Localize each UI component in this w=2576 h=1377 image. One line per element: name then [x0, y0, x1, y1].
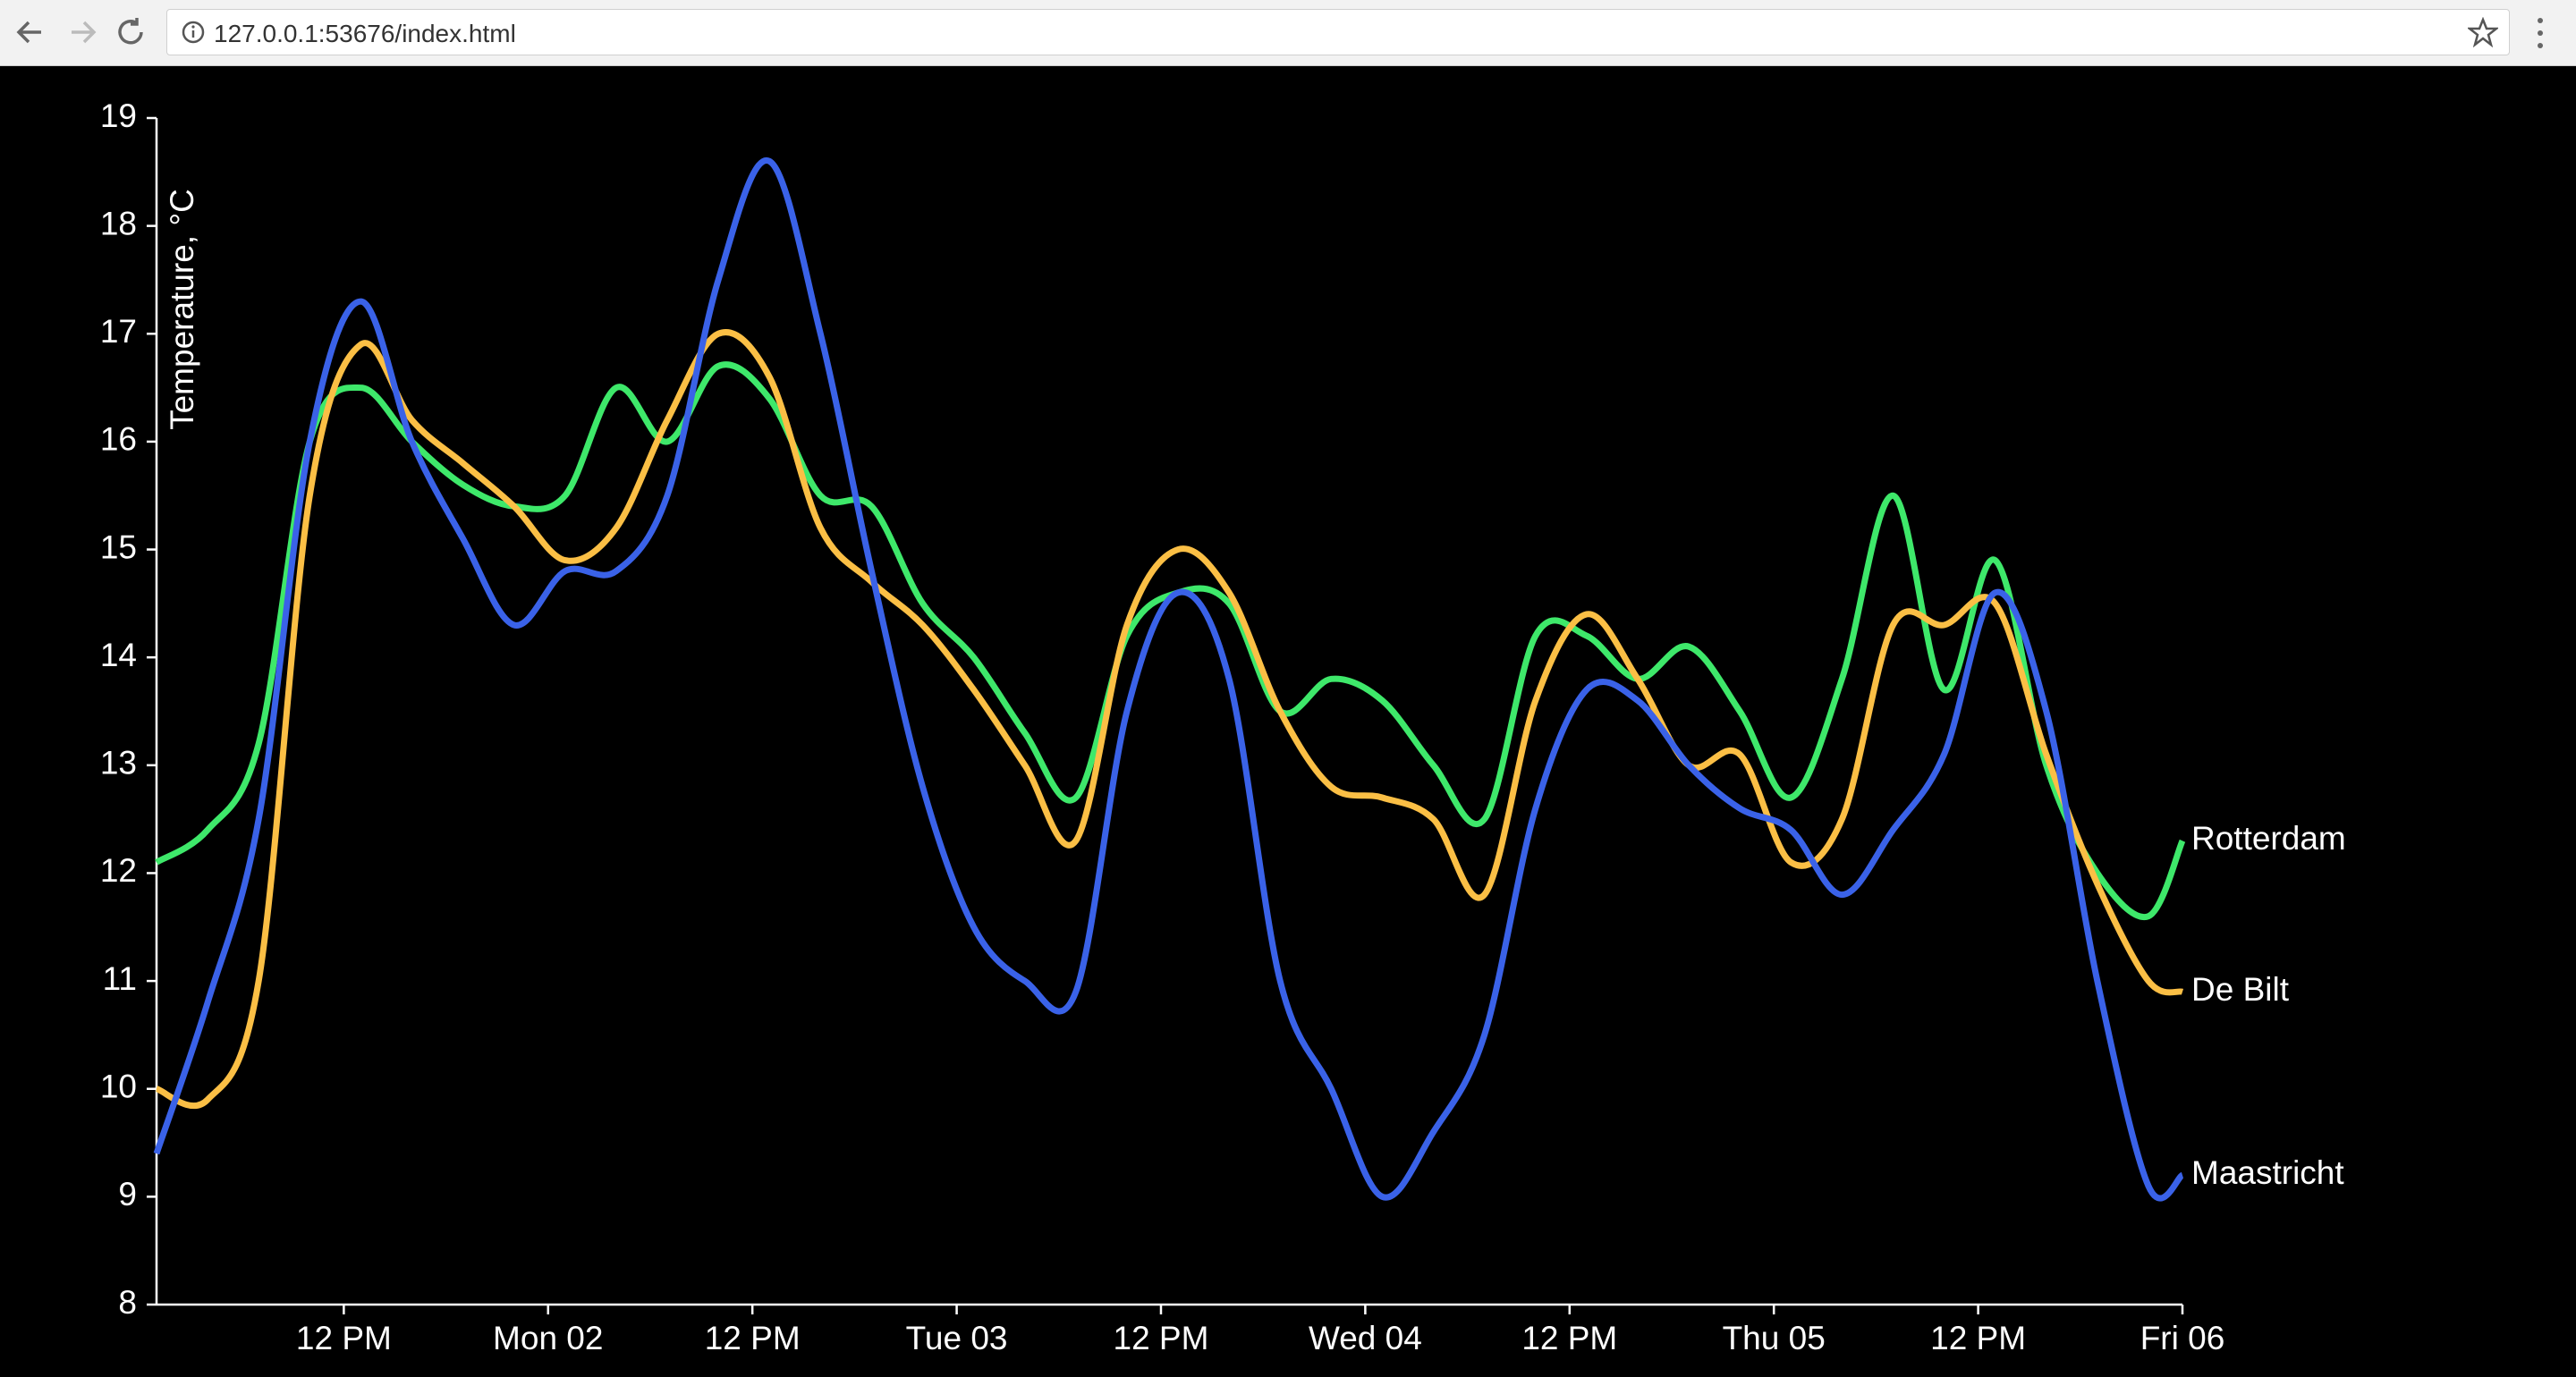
x-tick-label: Fri 06 [2140, 1320, 2225, 1356]
y-tick-label: 13 [100, 745, 137, 781]
chart: Temperature, °C 8 9 10 11 12 13 14 15 16 17 18 19 12… [100, 97, 2346, 1356]
nav-buttons [16, 18, 143, 45]
menu-button[interactable] [2531, 15, 2549, 51]
y-tick-label: 17 [100, 313, 137, 350]
x-tick-label: Wed 04 [1309, 1320, 1422, 1356]
y-tick-label: 19 [100, 97, 137, 134]
x-tick-label: Mon 02 [493, 1320, 603, 1356]
x-tick-label: Thu 05 [1723, 1320, 1826, 1356]
series-line [155, 329, 2184, 1110]
url: 127.0.0.1:53676/index.html [214, 20, 516, 47]
series-label: De Bilt [2191, 971, 2290, 1008]
browser-bar: 127.0.0.1:53676/index.html [0, 0, 2576, 66]
y-tick-label: 8 [118, 1284, 137, 1321]
y-tick-label: 10 [100, 1069, 137, 1105]
y-tick-label: 15 [100, 528, 137, 565]
back-button[interactable] [16, 21, 41, 44]
series-line [153, 157, 2185, 1202]
y-tick-label: 12 [100, 852, 137, 889]
forward-button[interactable] [72, 21, 97, 44]
y-tick-label: 9 [118, 1176, 137, 1212]
y-tick-label: 16 [100, 421, 137, 458]
y-tick-label: 18 [100, 205, 137, 241]
y-tick-label: 11 [103, 960, 137, 997]
x-tick-label: 12 PM [1930, 1320, 2026, 1356]
series-label: Rotterdam [2191, 820, 2346, 857]
x-tick-label: 12 PM [296, 1320, 392, 1356]
reload-button[interactable] [118, 18, 143, 45]
y-tick-label: 14 [100, 637, 137, 673]
x-tick-label: 12 PM [1114, 1320, 1209, 1356]
x-tick-label: Tue 03 [906, 1320, 1008, 1356]
x-tick-label: 12 PM [705, 1320, 801, 1356]
series-line [155, 361, 2186, 921]
series-label: Maastricht [2191, 1154, 2344, 1191]
bookmark-star[interactable] [2468, 17, 2498, 47]
y-axis-label: Temperature, °C [164, 189, 200, 430]
address-bar[interactable]: 127.0.0.1:53676/index.html [166, 9, 2510, 55]
info-icon [182, 21, 205, 44]
x-tick-label: 12 PM [1521, 1320, 1617, 1356]
